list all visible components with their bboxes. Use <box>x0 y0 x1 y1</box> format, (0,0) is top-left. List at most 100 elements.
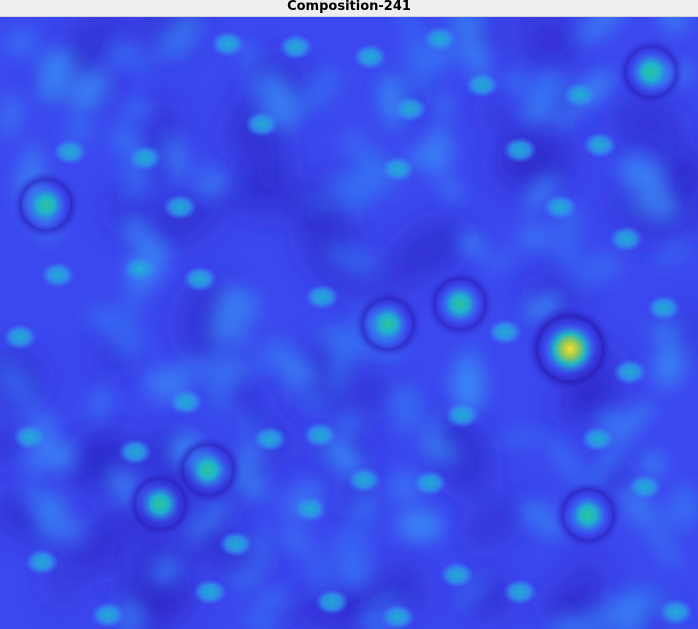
ripple <box>468 365 485 388</box>
ripple <box>0 93 22 138</box>
ripple <box>618 155 667 194</box>
warm-spot <box>628 474 662 500</box>
ripple <box>184 498 232 542</box>
ripple <box>441 179 461 202</box>
ripple <box>459 232 486 258</box>
warm-spot <box>381 156 415 182</box>
warm-spot <box>303 422 337 448</box>
ripple <box>398 17 424 45</box>
ripple <box>639 453 665 476</box>
ripple <box>570 253 622 287</box>
ripple <box>351 494 378 523</box>
hot-spot <box>140 484 180 524</box>
ripple <box>296 67 341 116</box>
ripple <box>64 520 89 544</box>
trough <box>221 170 306 216</box>
trough <box>611 98 685 151</box>
hot-spots <box>3 26 693 629</box>
ripple <box>646 322 685 341</box>
warm-spot <box>659 599 693 625</box>
trough <box>0 425 22 466</box>
ripple <box>427 412 444 440</box>
ripple <box>518 223 550 252</box>
warm-spot <box>503 579 537 605</box>
ripple <box>245 609 280 629</box>
ripple <box>282 528 305 551</box>
trough <box>513 17 586 59</box>
ripple <box>68 68 109 113</box>
ripple <box>37 493 68 525</box>
ripple <box>552 110 579 127</box>
warm-spot <box>315 589 349 615</box>
warm-spot <box>169 389 203 415</box>
ripple <box>451 17 489 70</box>
ripple <box>19 442 77 473</box>
warm-spot <box>543 194 577 220</box>
warm-spot <box>503 137 537 163</box>
image-canvas <box>0 17 698 629</box>
ripple <box>109 41 133 67</box>
trough <box>124 17 205 45</box>
ripple <box>199 367 230 417</box>
ripple <box>576 17 626 45</box>
warm-spot <box>305 284 339 310</box>
ripple <box>524 174 557 212</box>
warm-spot <box>13 424 47 450</box>
warm-spot <box>581 426 615 452</box>
ripple <box>217 285 260 324</box>
ripple <box>121 217 153 246</box>
bright-blobs <box>0 17 698 629</box>
ripple <box>251 526 270 584</box>
warm-spot <box>347 467 381 493</box>
warm-spot <box>279 34 313 60</box>
ripple <box>116 599 147 629</box>
ripple <box>302 540 332 594</box>
warm-spot <box>53 139 87 165</box>
ripple <box>230 568 254 592</box>
ripple <box>417 435 460 463</box>
warm-spot <box>253 426 287 452</box>
ripple <box>217 368 242 393</box>
warm-spot <box>163 194 197 220</box>
ripple <box>396 509 444 543</box>
ripple <box>88 386 113 420</box>
warm-spot <box>123 256 157 282</box>
warm-spot <box>211 31 245 57</box>
warm-spot <box>609 226 643 252</box>
ripple <box>258 591 291 606</box>
ripple <box>195 355 250 375</box>
ripple <box>323 436 362 476</box>
ripple <box>302 192 355 210</box>
hot-spot <box>368 304 408 344</box>
ripple <box>169 17 204 45</box>
peak-spot <box>544 323 596 375</box>
warm-spot <box>613 359 647 385</box>
ripple <box>236 441 264 470</box>
ripple <box>424 124 453 178</box>
trough <box>336 380 397 412</box>
ripple <box>346 168 377 217</box>
ripple <box>64 116 93 145</box>
warm-spot <box>91 602 125 628</box>
warm-spot <box>293 496 327 522</box>
ripple <box>38 46 77 104</box>
ripple <box>150 555 180 587</box>
ripple <box>325 332 364 358</box>
ripple <box>387 470 423 503</box>
ripple <box>644 520 681 570</box>
ripple <box>336 549 372 590</box>
ripple <box>551 224 581 268</box>
warm-spot <box>118 439 152 465</box>
warm-spot <box>25 549 59 575</box>
ripple <box>0 359 39 410</box>
warm-spot <box>3 324 37 350</box>
heatmap-image <box>0 17 698 629</box>
ripple <box>484 251 517 272</box>
ripple <box>263 63 279 124</box>
warm-spot <box>128 145 162 171</box>
ripple <box>651 240 695 266</box>
trough <box>465 497 525 547</box>
ripple <box>122 99 150 120</box>
warm-spot <box>393 96 427 122</box>
